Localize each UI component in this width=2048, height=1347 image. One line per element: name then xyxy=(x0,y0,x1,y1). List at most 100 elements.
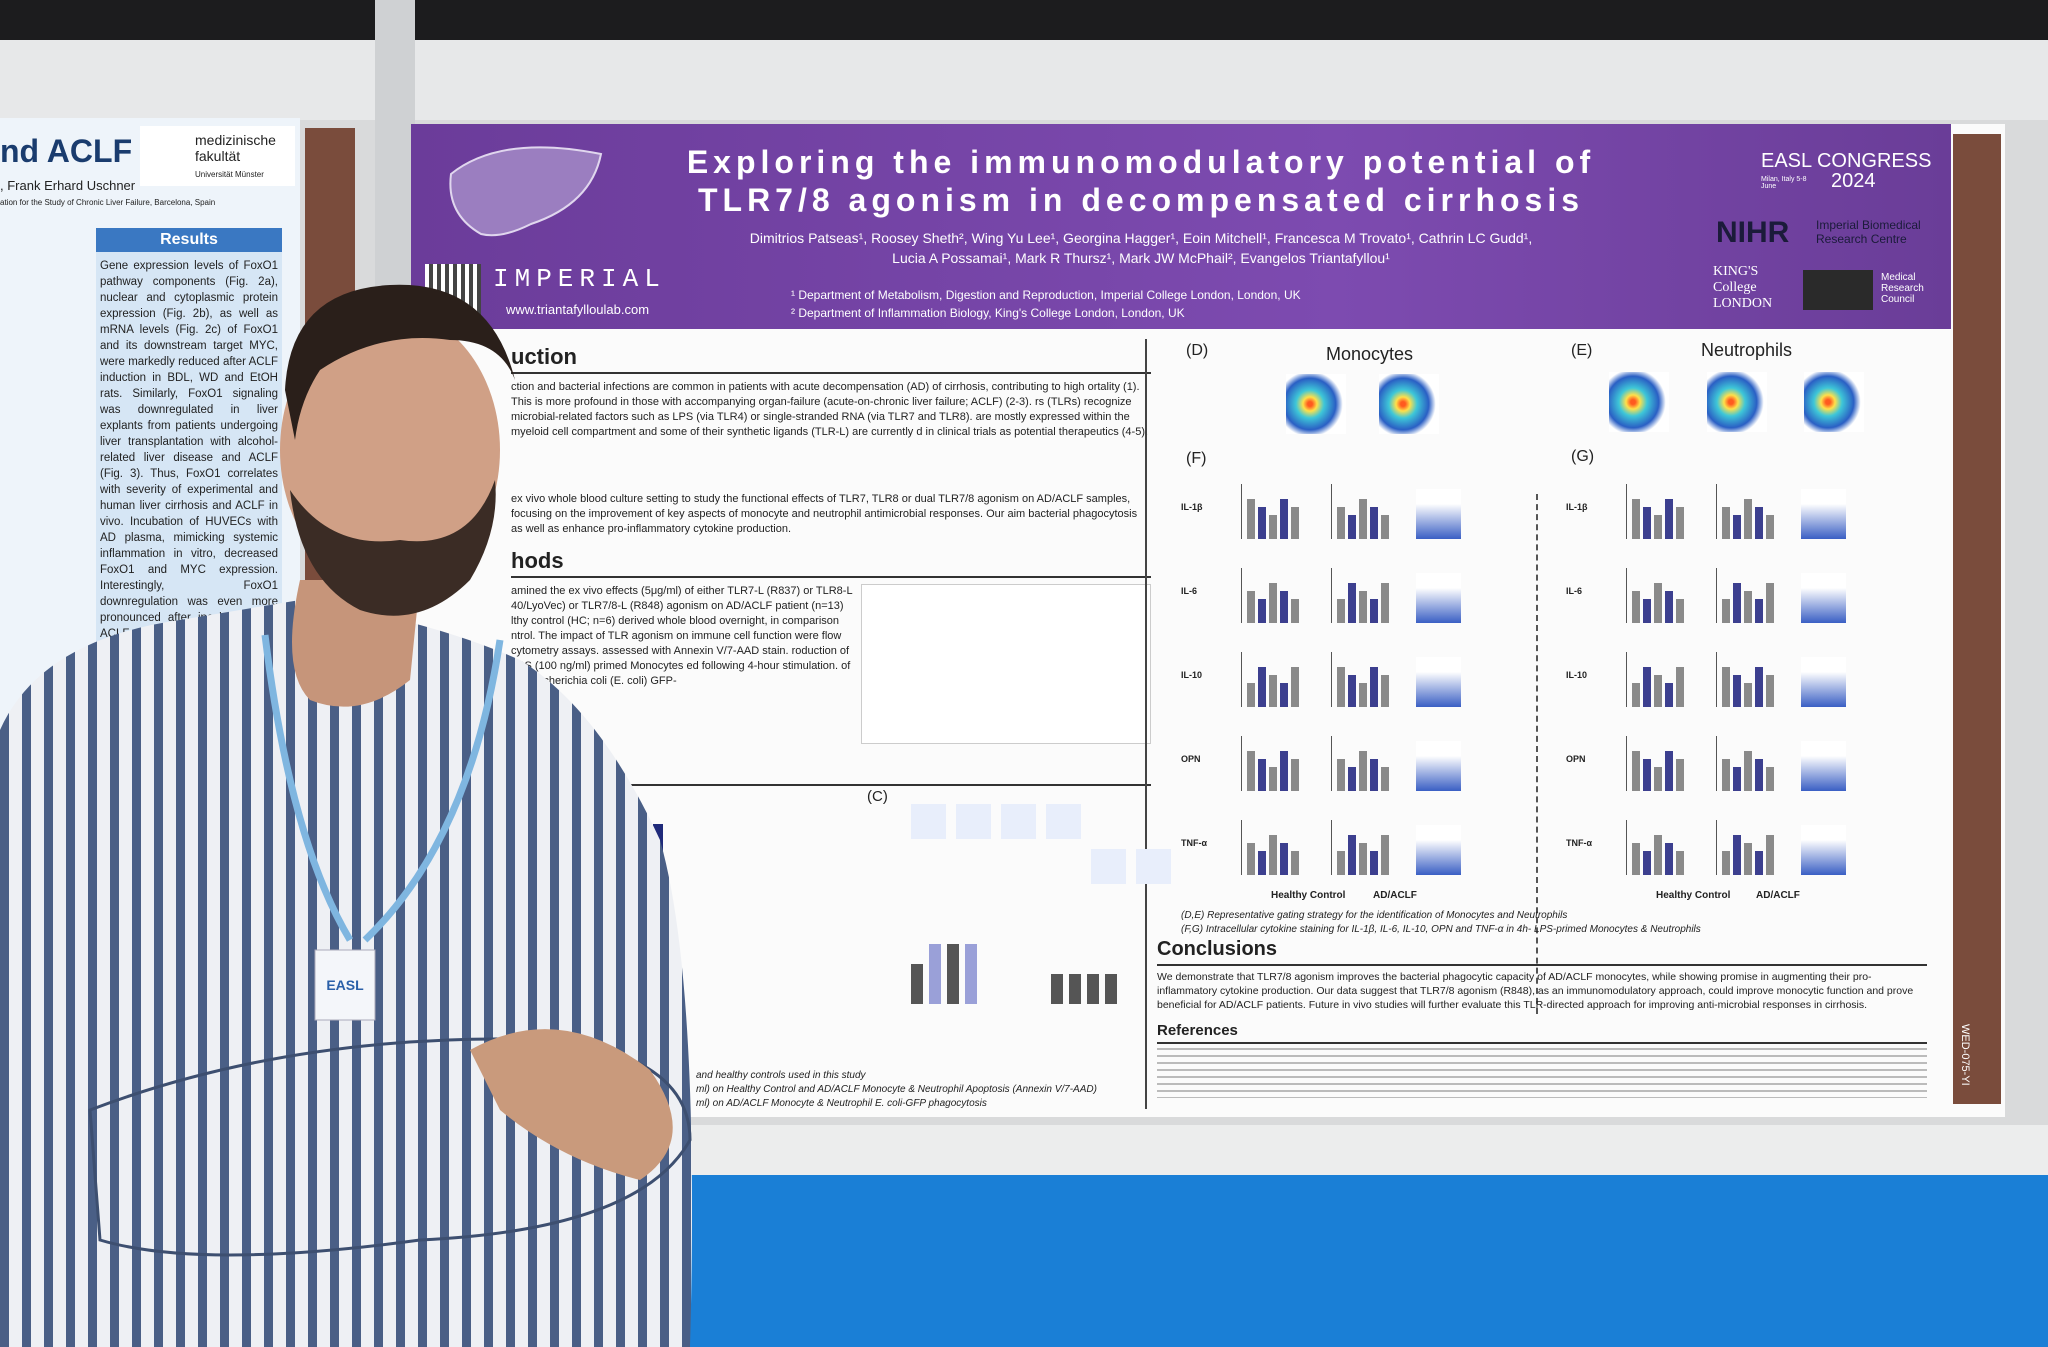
histogram-panel xyxy=(1416,573,1461,623)
neutrophils-title: Neutrophils xyxy=(1701,340,1793,360)
poster-header: Exploring the immunomodulatory potential… xyxy=(411,124,1951,329)
mini-axis xyxy=(1331,568,1332,623)
ukri-logo xyxy=(1803,270,1873,310)
mini-bar xyxy=(1676,759,1684,791)
rule xyxy=(511,576,1151,578)
rule xyxy=(1157,1042,1927,1044)
mini-bar xyxy=(1643,507,1651,539)
mini-bar xyxy=(1247,683,1255,707)
poster-id: WED-075-YI xyxy=(1959,1024,1971,1086)
mini-axis xyxy=(1626,820,1627,875)
liver-shape xyxy=(449,146,603,237)
dashed-divider xyxy=(1536,494,1538,1014)
mini-bar xyxy=(1676,599,1684,623)
mini-bar xyxy=(1755,507,1763,539)
mini-bar xyxy=(1744,591,1752,623)
mini-bar xyxy=(1348,767,1356,791)
intro-heading: uction xyxy=(511,344,577,369)
mini-bar xyxy=(1755,851,1763,875)
mini-bar xyxy=(1632,843,1640,875)
flow-plot xyxy=(1804,372,1864,432)
mini-bar xyxy=(1643,851,1651,875)
phago-bar xyxy=(1087,974,1099,1004)
university: Universität Münster xyxy=(195,170,264,179)
mini-bar xyxy=(1643,599,1651,623)
mini-bar xyxy=(1359,751,1367,791)
nihr: NIHR xyxy=(1716,216,1790,249)
phago-bar xyxy=(1051,974,1063,1004)
faculty-box: medizinische fakultät Universität Münste… xyxy=(140,126,295,186)
mini-bar xyxy=(1280,751,1288,791)
mini-axis xyxy=(1331,484,1332,539)
mini-bar xyxy=(1337,759,1345,791)
mini-bar xyxy=(1370,599,1378,623)
congress-year: 2024 xyxy=(1831,170,1876,192)
label-d: (D) xyxy=(1186,342,1209,359)
caption1: (D,E) Representative gating strategy for… xyxy=(1181,910,1568,921)
mini-bar xyxy=(1337,599,1345,623)
mini-bar xyxy=(1258,599,1266,623)
mini-bar xyxy=(1744,499,1752,539)
mini-axis xyxy=(1241,568,1242,623)
figure-area: IL-1β IL-1β IL-6 IL-6 IL-10 IL-10 OPN OPN TNF-α T… xyxy=(411,124,1951,1114)
mini-bar xyxy=(1766,835,1774,875)
mini-bar xyxy=(1654,515,1662,539)
mini-bar xyxy=(1280,843,1288,875)
phago-bar xyxy=(911,964,923,1004)
poster-sidebar xyxy=(1953,134,2001,1104)
healthy-control-g: Healthy Control xyxy=(1656,890,1731,901)
healthy-control-f: Healthy Control xyxy=(1271,890,1346,901)
histogram-panel xyxy=(1416,825,1461,875)
phago-bar xyxy=(1069,974,1081,1004)
website: www.triantafylloulab.com xyxy=(506,302,650,317)
mini-bar xyxy=(1654,835,1662,875)
mini-bar xyxy=(1247,591,1255,623)
mini-bar xyxy=(1280,591,1288,623)
mini-bar xyxy=(1676,667,1684,707)
histogram-panel xyxy=(1416,741,1461,791)
column-divider xyxy=(1145,339,1147,1109)
mini-bar xyxy=(1370,851,1378,875)
mini-bar xyxy=(1291,599,1299,623)
mini-bar xyxy=(1381,675,1389,707)
gating-plot xyxy=(911,804,946,839)
rule xyxy=(511,784,1151,786)
phago-bar xyxy=(965,944,977,1004)
mini-bar xyxy=(1337,507,1345,539)
cytokine-label: OPN xyxy=(1181,754,1201,764)
gating-plot xyxy=(1136,849,1171,884)
mini-bar xyxy=(1381,515,1389,539)
mini-bar xyxy=(1643,759,1651,791)
mini-axis xyxy=(1626,568,1627,623)
authors-line2: Lucia A Possamai¹, Mark R Thursz¹, Mark … xyxy=(892,250,1390,266)
badge-text: EASL xyxy=(326,977,364,993)
mini-bar xyxy=(1632,683,1640,707)
mini-bar xyxy=(1348,583,1356,623)
mini-bar xyxy=(1733,583,1741,623)
mini-bar xyxy=(1766,675,1774,707)
mini-bar xyxy=(1722,851,1730,875)
methods-heading: hods xyxy=(511,548,564,573)
mini-axis xyxy=(1716,484,1717,539)
mini-bar xyxy=(1632,499,1640,539)
mini-bar xyxy=(1654,675,1662,707)
mini-bar xyxy=(1269,767,1277,791)
flow-plot xyxy=(1379,374,1439,434)
left-title: nd ACLF xyxy=(0,133,133,169)
mini-bar xyxy=(1359,843,1367,875)
mini-bar xyxy=(1348,515,1356,539)
flow-plot xyxy=(1707,372,1767,432)
mini-bar xyxy=(1269,835,1277,875)
mini-bar xyxy=(1291,667,1299,707)
mini-bar xyxy=(1359,591,1367,623)
mini-bar xyxy=(1291,851,1299,875)
wall-frame xyxy=(0,40,2048,120)
histogram-panel xyxy=(1801,825,1846,875)
mini-axis xyxy=(1626,652,1627,707)
mini-bar xyxy=(1258,851,1266,875)
monocytes-title: Monocytes xyxy=(1326,344,1414,364)
mini-bar xyxy=(1744,843,1752,875)
mini-bar xyxy=(1381,767,1389,791)
mini-bar xyxy=(1381,835,1389,875)
left-affiliation: ation for the Study of Chronic Liver Fai… xyxy=(0,198,216,207)
